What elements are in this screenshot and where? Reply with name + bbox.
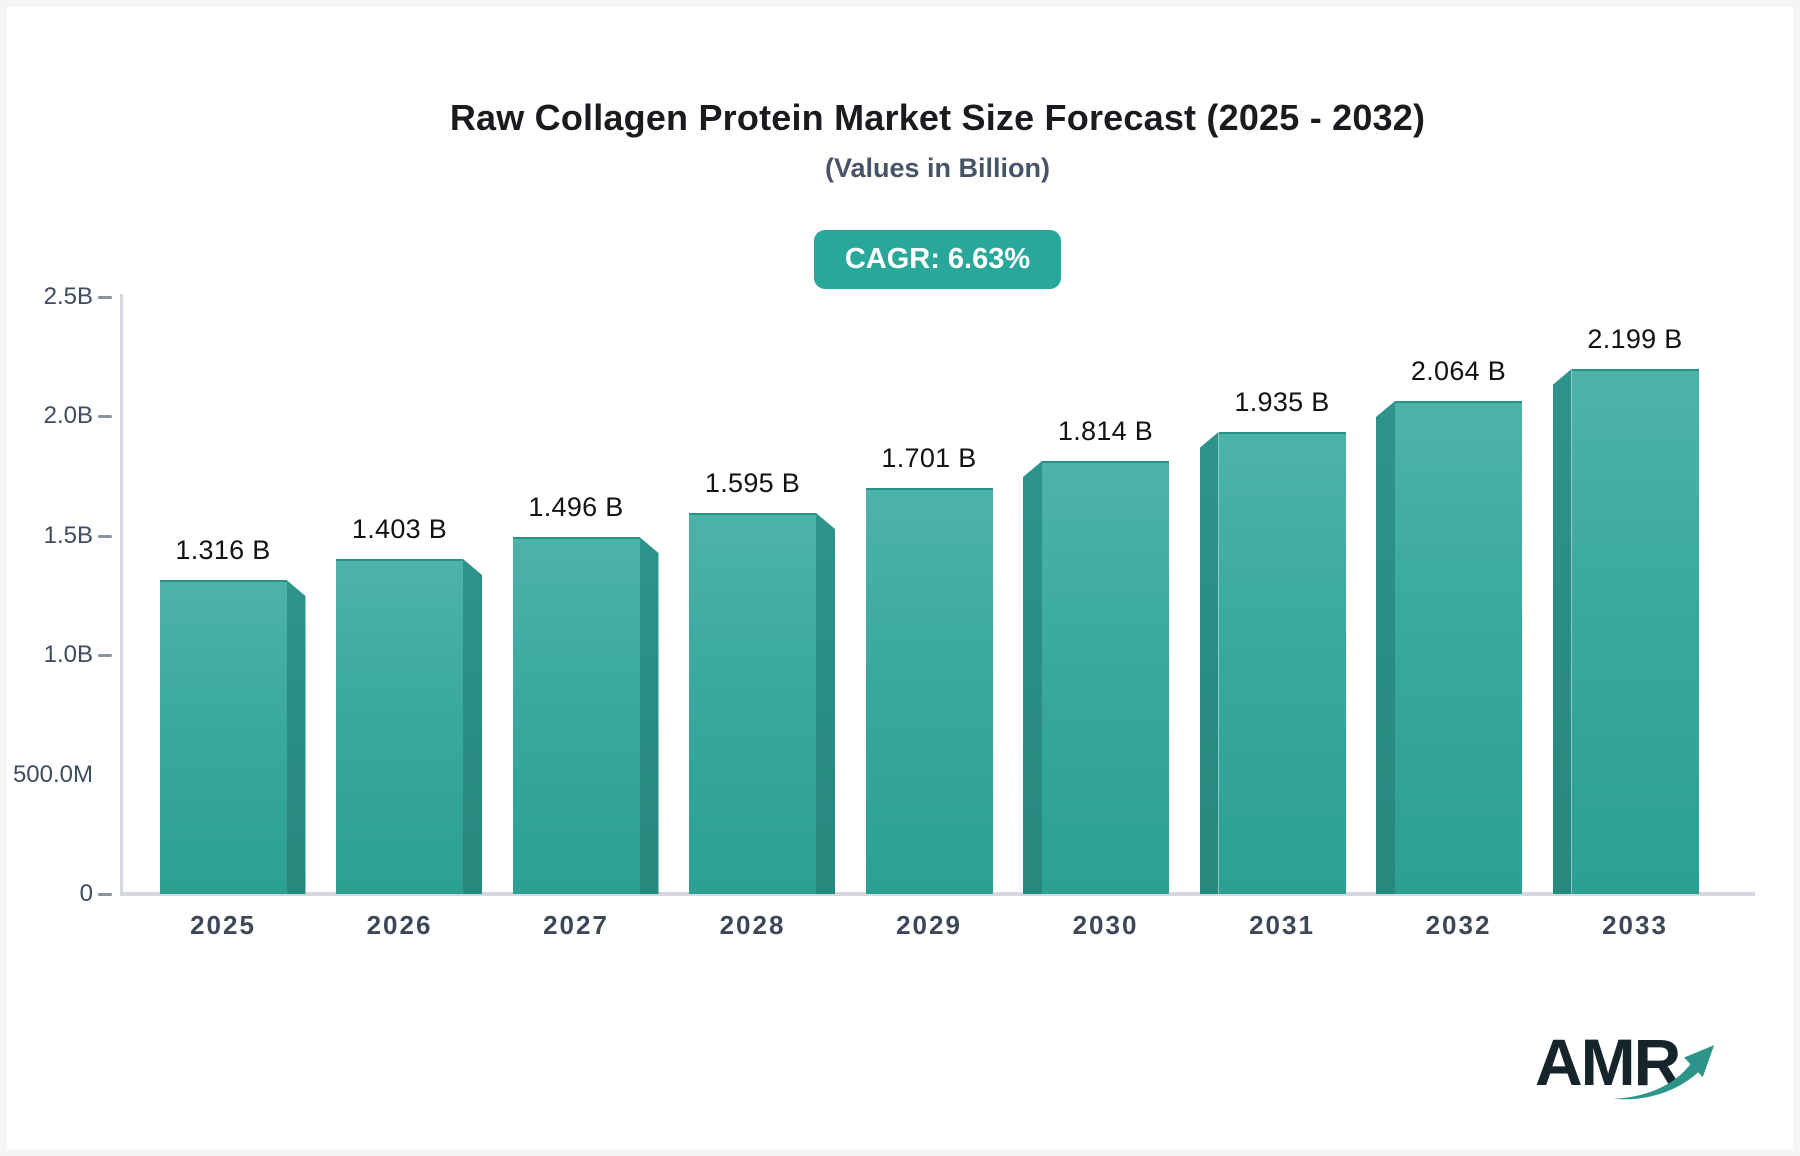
amr-logo: AMR (1535, 1029, 1735, 1119)
bar-2033 (1571, 369, 1699, 894)
chart-title: Raw Collagen Protein Market Size Forecas… (449, 97, 1426, 138)
y-tick-dash-0 (98, 893, 112, 896)
bar-side-face-2025 (286, 580, 306, 894)
y-tick-dash-2.5B (98, 296, 112, 299)
x-axis-line (120, 892, 1755, 896)
bar-value-label-2027: 1.496 B (528, 492, 624, 522)
chart-subtitle: (Values in Billion) (824, 153, 1051, 183)
bar-2027 (512, 537, 640, 894)
x-tick-label-2030: 2030 (1072, 910, 1139, 940)
x-axis: 2025 2026 2027 2028 2029 2030 2031 2032 2033 (120, 894, 1755, 964)
chart-card: Raw Collagen Protein Market Size Forecas… (7, 7, 1793, 1149)
bar-2030 (1042, 461, 1169, 894)
bar-value-label-2029: 1.701 B (881, 443, 977, 473)
bar-side-face-2030 (1023, 461, 1042, 894)
x-tick-label-2032: 2032 (1425, 910, 1492, 940)
growth-arrow-icon (1613, 1045, 1715, 1100)
bar-2026 (336, 559, 463, 894)
amr-logo-text: AMR (1535, 1025, 1681, 1099)
cagr-badge: CAGR: 6.63% (813, 230, 1062, 289)
bar-group-2030 (1023, 461, 1169, 894)
bar-side-face-2033 (1552, 369, 1572, 894)
bar-2032 (1395, 401, 1522, 894)
chart-header: Raw Collagen Protein Market Size Forecas… (120, 7, 1755, 289)
y-tick-label-2.0B: 2.0B (43, 402, 93, 430)
bar-side-face-2031 (1199, 432, 1219, 894)
y-tick-label-0: 0 (79, 880, 93, 907)
bar-value-label-2030: 1.814 B (1057, 416, 1154, 446)
bar-value-label-2025: 1.316 B (175, 535, 271, 565)
bar-side-face-2027 (639, 537, 659, 894)
bars-layer: 1.316 B 1.403 B 1.496 B 1.595 B 1.701 B 1.814… (120, 297, 1755, 894)
bar-group-2028 (689, 513, 835, 894)
bar-value-label-2028: 1.595 B (704, 468, 801, 498)
bar-group-2033 (1552, 369, 1699, 894)
bar-2028 (689, 513, 816, 894)
bar-value-label-2026: 1.403 B (351, 514, 448, 544)
y-tick-dash-1.5B (98, 534, 112, 538)
x-tick-label-2029: 2029 (896, 910, 962, 940)
bar-2029 (865, 488, 993, 894)
bar-value-label-2032: 2.064 B (1410, 356, 1507, 386)
y-tick-label-1.0B: 1.0B (43, 641, 93, 669)
bar-group-2029 (865, 488, 993, 894)
x-tick-label-2025: 2025 (190, 910, 256, 940)
bar-group-2027 (512, 537, 659, 894)
x-tick-label-2033: 2033 (1602, 910, 1668, 940)
y-tick-dash-1.0B (98, 654, 112, 658)
x-tick-label-2031: 2031 (1249, 910, 1315, 940)
bar-group-2031 (1199, 432, 1346, 894)
bar-side-face-2028 (816, 513, 835, 894)
bar-value-label-2031: 1.935 B (1234, 387, 1330, 417)
bar-2031 (1218, 432, 1346, 894)
bar-side-face-2032 (1376, 401, 1395, 894)
x-tick-label-2028: 2028 (719, 910, 786, 940)
bar-2025 (159, 580, 287, 894)
y-axis: 2.5B 2.0B 1.5B 1.0B 500.0M 0 (7, 283, 120, 907)
y-axis-line (120, 294, 123, 895)
y-tick-label-500.0M: 500.0M (12, 760, 93, 788)
bar-value-label-2033: 2.199 B (1587, 324, 1683, 354)
bar-group-2026 (336, 559, 482, 894)
bar-side-face-2026 (463, 559, 482, 894)
x-tick-label-2027: 2027 (543, 910, 609, 940)
x-tick-label-2026: 2026 (366, 910, 433, 940)
y-tick-dash-2.0B (98, 415, 112, 419)
bar-group-2032 (1376, 401, 1522, 894)
y-tick-label-1.5B: 1.5B (43, 521, 93, 549)
bar-group-2025 (159, 580, 306, 894)
y-tick-label-2.5B: 2.5B (43, 283, 93, 310)
